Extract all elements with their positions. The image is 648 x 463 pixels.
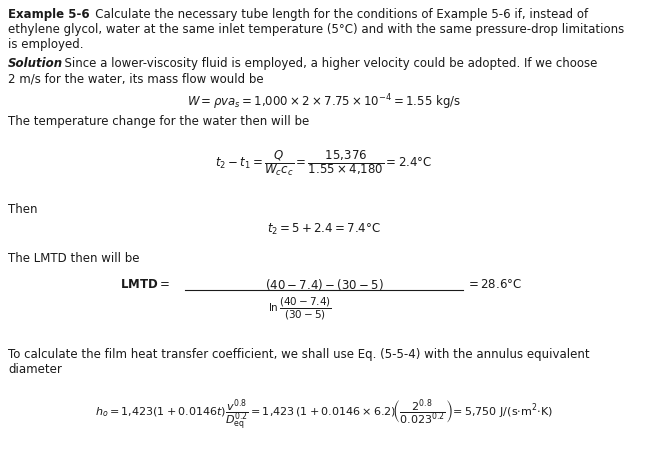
Text: $t_2 = 5 + 2.4 = 7.4°\mathrm{C}$: $t_2 = 5 + 2.4 = 7.4°\mathrm{C}$ bbox=[267, 221, 381, 237]
Text: is employed.: is employed. bbox=[8, 38, 84, 51]
Text: The LMTD then will be: The LMTD then will be bbox=[8, 251, 139, 264]
Text: Then: Then bbox=[8, 203, 38, 216]
Text: Example 5-6: Example 5-6 bbox=[8, 8, 89, 21]
Text: Since a lower-viscosity fluid is employed, a higher velocity could be adopted. I: Since a lower-viscosity fluid is employe… bbox=[57, 57, 597, 70]
Text: $(40-7.4)-(30-5)$: $(40-7.4)-(30-5)$ bbox=[264, 276, 384, 291]
Text: To calculate the film heat transfer coefficient, we shall use Eq. (5-5-4) with t: To calculate the film heat transfer coef… bbox=[8, 347, 590, 360]
Text: The temperature change for the water then will be: The temperature change for the water the… bbox=[8, 115, 309, 128]
Text: $h_o = 1{,}423(1+0.0146t)\dfrac{v^{0.8}}{D_{\mathrm{eq}}^{0.2}} = 1{,}423\,(1+0.: $h_o = 1{,}423(1+0.0146t)\dfrac{v^{0.8}}… bbox=[95, 397, 553, 432]
Text: $\mathrm{ln}\,\dfrac{(40-7.4)}{(30-5)}$: $\mathrm{ln}\,\dfrac{(40-7.4)}{(30-5)}$ bbox=[268, 295, 332, 322]
Text: Solution: Solution bbox=[8, 57, 63, 70]
Text: $t_2 - t_1 = \dfrac{Q}{W_c c_c} = \dfrac{15{,}376}{1.55 \times 4{,}180} = 2.4°\m: $t_2 - t_1 = \dfrac{Q}{W_c c_c} = \dfrac… bbox=[215, 148, 433, 177]
Text: $W = \rho v a_s = 1{,}000 \times 2 \times 7.75 \times 10^{-4} = 1.55\ \mathrm{kg: $W = \rho v a_s = 1{,}000 \times 2 \time… bbox=[187, 92, 461, 112]
Text: ethylene glycol, water at the same inlet temperature (5°C) and with the same pre: ethylene glycol, water at the same inlet… bbox=[8, 23, 624, 36]
Text: Calculate the necessary tube length for the conditions of Example 5-6 if, instea: Calculate the necessary tube length for … bbox=[84, 8, 588, 21]
Text: $= 28.6°\mathrm{C}$: $= 28.6°\mathrm{C}$ bbox=[466, 277, 522, 290]
Text: $\mathbf{LMTD} =$: $\mathbf{LMTD} =$ bbox=[120, 277, 170, 290]
Text: diameter: diameter bbox=[8, 362, 62, 375]
Text: 2 m/s for the water, its mass flow would be: 2 m/s for the water, its mass flow would… bbox=[8, 72, 264, 85]
